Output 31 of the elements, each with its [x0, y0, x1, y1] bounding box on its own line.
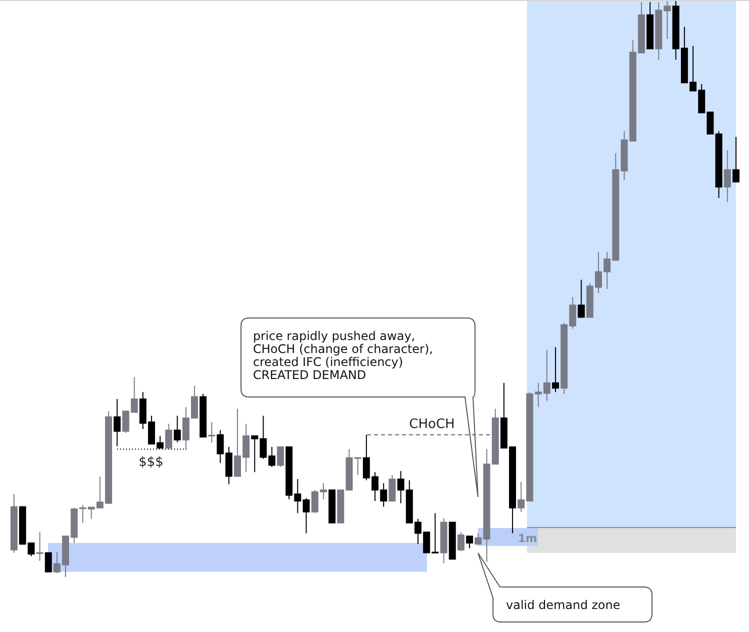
candlestick [354, 457, 362, 476]
ref-line-label: $$$ [138, 455, 164, 470]
candlestick [328, 490, 336, 524]
candlestick [466, 536, 474, 549]
candlestick [44, 552, 52, 573]
candlestick [36, 532, 44, 562]
annotation: 1m [518, 532, 538, 545]
candlestick [457, 532, 464, 552]
candlestick [440, 518, 448, 564]
candlestick [165, 423, 172, 448]
candlestick [646, 2, 654, 50]
candlestick [552, 346, 559, 393]
candlestick [448, 522, 456, 560]
candlestick [174, 415, 181, 443]
candlestick [578, 279, 585, 318]
annotation: price rapidly pushed away, CHoCH (change of character), created IFC (inefficiency) CREATED DEMAND [253, 329, 433, 382]
candlestick [724, 150, 731, 203]
candlestick [208, 422, 216, 444]
ref-line-label: CHoCH [409, 417, 455, 432]
candlestick [122, 410, 130, 434]
candlestick [114, 398, 121, 447]
candlestick [732, 136, 740, 182]
candlestick [251, 435, 258, 473]
candlestick [276, 446, 284, 468]
candlestick [388, 474, 396, 502]
candlestick [200, 393, 207, 438]
text: valid demand zone [506, 598, 620, 612]
candlestick [10, 494, 18, 554]
candlestick [715, 130, 722, 198]
candlestick [492, 408, 499, 465]
candlestick [130, 376, 138, 413]
